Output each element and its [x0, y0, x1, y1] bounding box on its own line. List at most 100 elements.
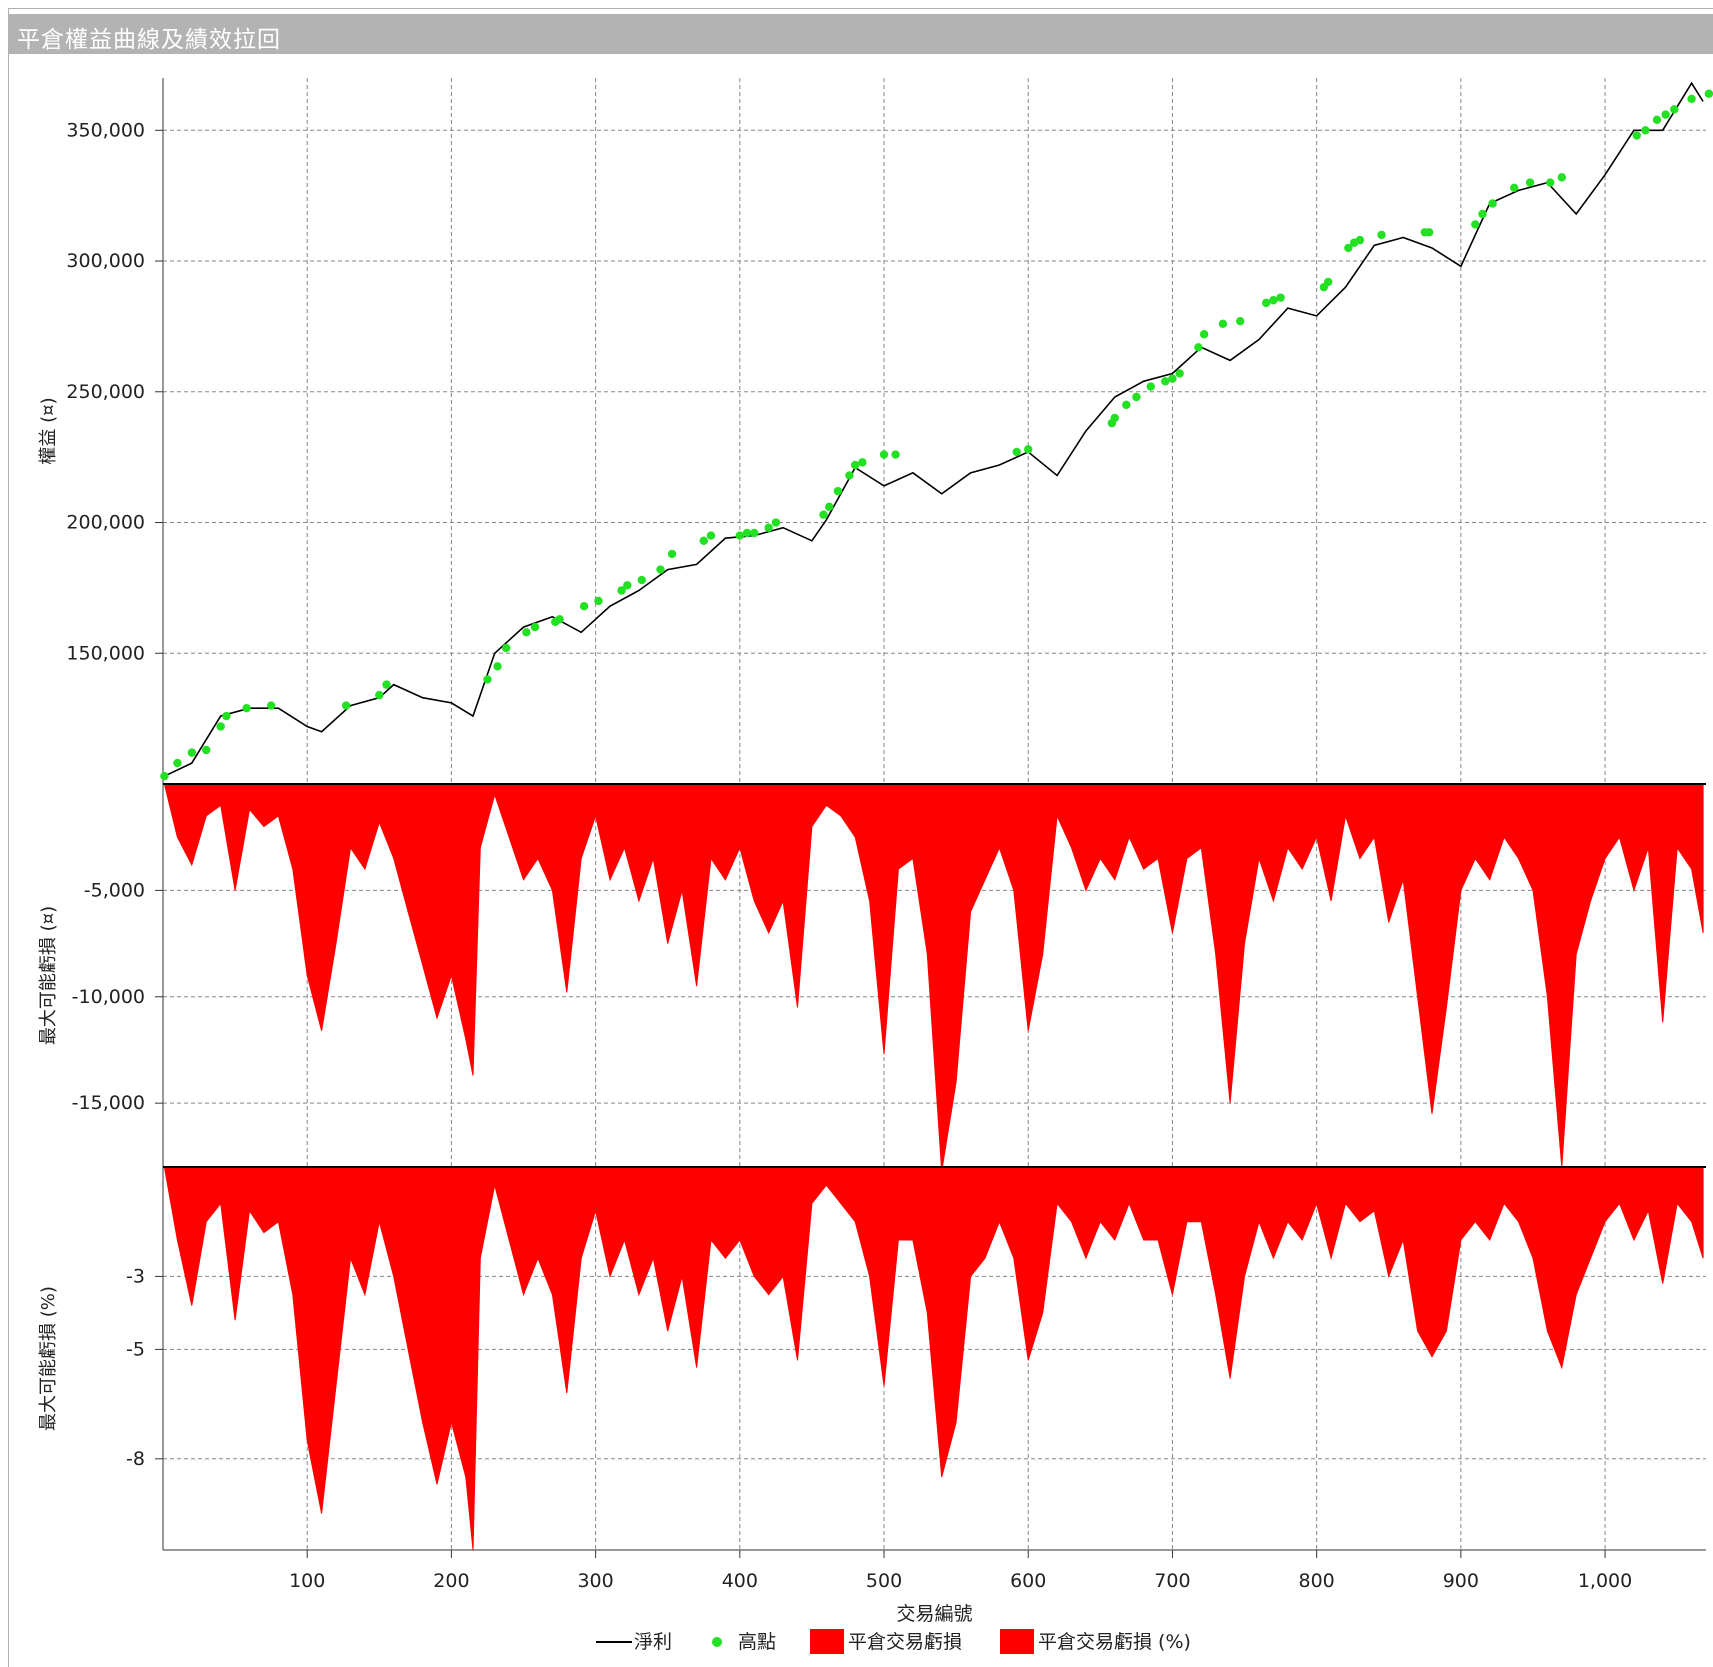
high-point-marker [1168, 374, 1177, 383]
legend: 淨利 高點 平倉交易虧損 平倉交易虧損 (%) [596, 1629, 1191, 1654]
legend-box-swatch [810, 1629, 844, 1654]
high-point-marker [483, 675, 492, 684]
high-point-marker [216, 722, 225, 731]
high-point-marker [1471, 220, 1480, 229]
x-tick-label: 700 [1154, 1570, 1190, 1592]
y-tick-label: 200,000 [66, 512, 145, 534]
drawdown-amount-panel: -5,000 -10,000 -15,000 最大可能虧損 (¤) [38, 783, 1706, 1172]
x-axis-label: 交易編號 [896, 1603, 972, 1625]
y-tick-label: 350,000 [66, 119, 145, 141]
high-point-marker [1704, 89, 1713, 98]
high-point-marker [1199, 330, 1209, 339]
high-point-marker [637, 575, 646, 585]
high-point-marker [341, 701, 351, 710]
high-point-marker [1424, 228, 1434, 237]
x-axis: 100 200 300 400 500 600 700 800 900 1,000 交易編號 [163, 1549, 1706, 1625]
high-point-marker [1344, 243, 1353, 253]
x-tick-label: 100 [289, 1570, 325, 1592]
high-point-marker [891, 450, 900, 459]
high-point-marker [522, 628, 531, 637]
y-tick-label: -10,000 [72, 986, 145, 1008]
high-point-marker [1510, 183, 1519, 193]
high-point-marker [160, 771, 169, 781]
high-point-marker [1670, 105, 1679, 114]
y-tick-label: -3 [126, 1265, 145, 1287]
equity-panel: 350,000 300,000 250,000 200,000 150,000 權益 (¤… [38, 78, 1713, 784]
high-point-marker [530, 622, 540, 632]
high-point-marker [1110, 413, 1119, 423]
y-tick-label: 250,000 [66, 381, 145, 403]
x-tick-label: 1,000 [1578, 1570, 1632, 1592]
high-point-marker [1146, 382, 1156, 391]
high-point-marker [1218, 319, 1228, 328]
high-point-marker [242, 703, 251, 713]
legend-label: 高點 [738, 1631, 776, 1653]
high-point-marker [850, 460, 860, 470]
high-point-marker [1161, 377, 1170, 386]
high-point-marker [735, 531, 745, 540]
high-point-marker [1355, 235, 1365, 245]
y-tick-label: -15,000 [72, 1092, 145, 1114]
x-tick-label: 900 [1443, 1570, 1479, 1592]
high-point-marker [375, 690, 384, 700]
high-point-marker [1525, 178, 1535, 187]
high-point-marker [623, 581, 632, 590]
y-tick-label: -5,000 [84, 879, 145, 901]
legend-label: 平倉交易虧損 (%) [1038, 1631, 1191, 1653]
x-tick-label: 200 [433, 1570, 469, 1592]
high-point-marker [825, 502, 834, 512]
high-point-marker [1194, 343, 1203, 352]
high-point-marker [1687, 94, 1696, 104]
y-tick-label: -8 [126, 1448, 145, 1470]
high-point-marker [617, 586, 626, 595]
high-point-marker [555, 615, 564, 624]
high-point-marker [173, 758, 182, 768]
high-point-marker [1132, 392, 1141, 402]
title-bar: 平倉權益曲線及績效拉回 [9, 14, 1713, 54]
high-point-marker [579, 601, 589, 611]
high-point-marker [667, 549, 677, 559]
high-point-marker [1478, 209, 1487, 219]
high-point-marker [1175, 369, 1184, 378]
high-point-marker [202, 745, 211, 755]
y-tick-label: -5 [126, 1338, 145, 1360]
high-point-marker [771, 518, 781, 527]
x-tick-label: 300 [577, 1570, 613, 1592]
drawdown-area [163, 1166, 1704, 1551]
high-point-marker [1261, 298, 1271, 308]
high-point-marker [493, 662, 502, 671]
net-profit-line [164, 81, 1704, 777]
legend-box-swatch [1000, 1629, 1034, 1654]
high-point-marker [1546, 178, 1555, 187]
high-point-marker [594, 596, 603, 606]
high-point-marker [1012, 447, 1021, 457]
drawdown-area [163, 783, 1704, 1172]
high-point-marker [656, 565, 665, 574]
legend-label: 平倉交易虧損 [848, 1631, 962, 1653]
y-tick-label: 150,000 [66, 642, 145, 664]
high-point-marker [750, 528, 759, 538]
high-point-marker [1276, 293, 1285, 302]
y-axis-label: 最大可能虧損 (%) [38, 1286, 59, 1431]
high-point-marker [222, 711, 231, 721]
x-tick-label: 400 [722, 1570, 758, 1592]
high-point-marker [699, 536, 708, 546]
y-axis-label: 權益 (¤) [38, 397, 59, 464]
high-point-marker [845, 471, 854, 480]
high-point-marker [706, 531, 716, 540]
high-point-marker [819, 510, 828, 519]
high-point-marker [1024, 445, 1033, 454]
drawdown-percent-panel: -3 -5 -8 最大可能虧損 (%) [38, 1166, 1706, 1551]
high-point-marker [879, 450, 889, 459]
high-point-marker [764, 523, 773, 532]
high-point-marker [1652, 115, 1662, 125]
high-point-marker [1488, 199, 1497, 208]
x-tick-label: 500 [866, 1570, 902, 1592]
high-point-marker [1236, 316, 1245, 326]
high-point-marker [1122, 400, 1131, 410]
high-point-marker [1632, 131, 1641, 140]
high-point-marker [1557, 173, 1566, 182]
high-point-marker [502, 643, 511, 653]
x-tick-label: 800 [1299, 1570, 1335, 1592]
